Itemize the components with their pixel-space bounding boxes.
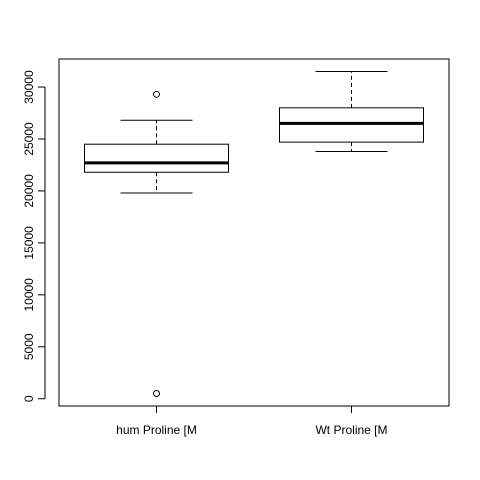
y-tick-label: 5000 bbox=[22, 333, 36, 360]
y-tick-label: 25000 bbox=[22, 122, 36, 156]
x-tick-label: Wt Proline [M bbox=[315, 423, 387, 437]
iqr-box bbox=[279, 107, 424, 143]
y-tick-label: 0 bbox=[22, 395, 36, 402]
plot-frame bbox=[58, 58, 450, 407]
box-group bbox=[84, 90, 229, 398]
x-axis: hum Proline [M Wt Proline [M bbox=[116, 406, 388, 437]
outlier-point bbox=[153, 390, 160, 398]
iqr-box bbox=[84, 143, 229, 173]
boxes-layer bbox=[84, 70, 424, 398]
x-tick-label: hum Proline [M bbox=[116, 423, 197, 437]
y-tick-label: 30000 bbox=[22, 70, 36, 104]
y-tick-label: 15000 bbox=[22, 226, 36, 260]
y-tick-label: 10000 bbox=[22, 278, 36, 312]
y-tick-label: 20000 bbox=[22, 174, 36, 208]
outlier-point bbox=[153, 90, 160, 98]
box-group bbox=[279, 70, 424, 152]
y-axis: 0 5000 10000 15000 20000 25000 30000 bbox=[22, 70, 46, 402]
